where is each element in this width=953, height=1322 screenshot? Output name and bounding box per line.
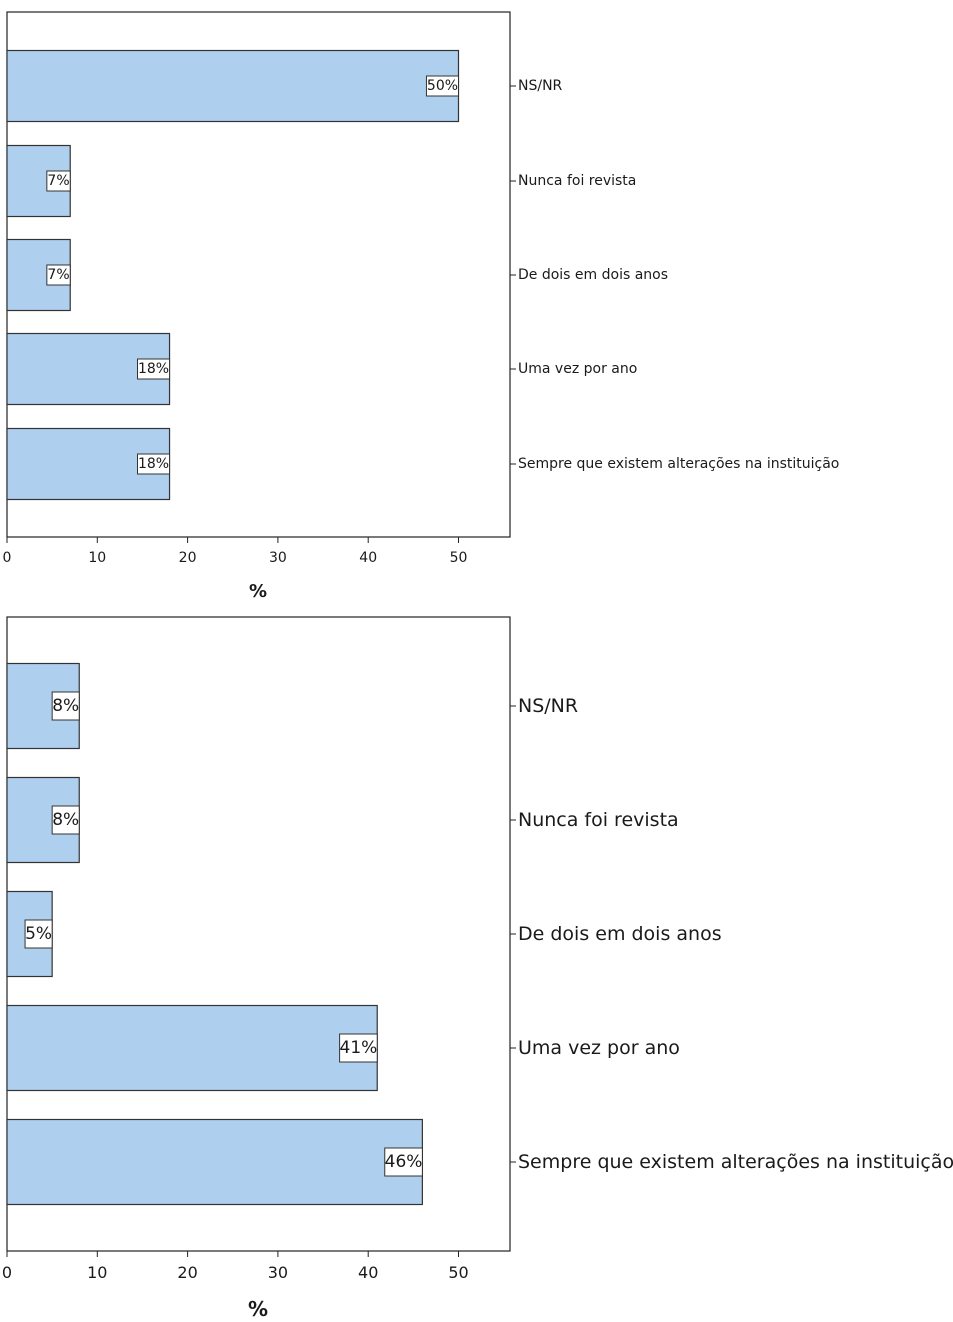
data-label-box — [339, 1033, 378, 1063]
x-tick-label: 50 — [450, 550, 468, 566]
category-label: NS/NR — [518, 695, 578, 717]
data-label: 8% — [52, 810, 79, 830]
data-label-box — [425, 75, 459, 97]
data-label: 46% — [385, 1152, 423, 1172]
category-label: Uma vez por ano — [518, 361, 637, 377]
data-label-box — [51, 691, 80, 721]
x-tick-label: 40 — [359, 550, 377, 566]
category-label: Sempre que existem alterações na institu… — [518, 1151, 953, 1173]
x-tick-label: 50 — [448, 1263, 468, 1282]
x-axis-title: % — [249, 581, 267, 602]
x-tick-label: 20 — [177, 1263, 197, 1282]
x-tick-label: 0 — [3, 550, 12, 566]
x-axis-title: % — [248, 1297, 268, 1321]
data-label-box — [24, 919, 53, 949]
data-label: 7% — [47, 173, 69, 189]
category-label: Nunca foi revista — [518, 173, 636, 189]
data-label: 5% — [25, 924, 52, 944]
x-tick-label: 30 — [269, 550, 287, 566]
category-label: Uma vez por ano — [518, 1037, 680, 1059]
category-label: NS/NR — [518, 78, 563, 94]
data-label: 18% — [138, 456, 169, 472]
category-label: Sempre que existem alterações na institu… — [518, 456, 839, 472]
data-label-box — [137, 453, 171, 475]
data-label: 8% — [52, 696, 79, 716]
bar — [6, 1004, 378, 1092]
x-tick-label: 0 — [2, 1263, 12, 1282]
data-label: 50% — [427, 78, 458, 94]
x-tick-label: 40 — [358, 1263, 378, 1282]
data-label-box — [51, 805, 80, 835]
data-label-box — [46, 264, 71, 286]
category-label: De dois em dois anos — [518, 267, 668, 283]
data-label-box — [384, 1147, 423, 1177]
data-label: 18% — [138, 361, 169, 377]
chart-bottom: 8% NS/NR 8% Nunca foi revista 5% De dois em d… — [2, 616, 953, 1321]
x-tick-label: 10 — [87, 1263, 107, 1282]
x-tick-label: 30 — [268, 1263, 288, 1282]
bar — [6, 1118, 423, 1206]
data-label: 41% — [340, 1038, 378, 1058]
bar — [6, 49, 460, 123]
data-label: 7% — [47, 267, 69, 283]
chart-top: 50% NS/NR 7% Nunca foi revista 7% De dois em … — [3, 11, 839, 602]
category-label: De dois em dois anos — [518, 923, 722, 945]
data-label-box — [46, 170, 71, 192]
x-tick-label: 10 — [88, 550, 106, 566]
category-label: Nunca foi revista — [518, 809, 679, 831]
data-label-box — [137, 358, 171, 380]
x-tick-label: 20 — [179, 550, 197, 566]
